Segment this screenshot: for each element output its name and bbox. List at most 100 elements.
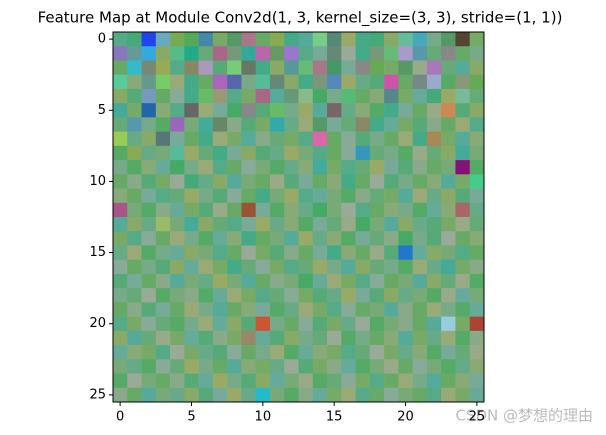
- pixel: [269, 174, 285, 189]
- pixel: [127, 174, 142, 189]
- pixel: [398, 117, 413, 132]
- pixel: [241, 273, 256, 289]
- pixel: [284, 231, 299, 246]
- pixel: [227, 103, 242, 118]
- pixel: [384, 46, 399, 61]
- pixel: [127, 330, 142, 346]
- pixel: [369, 188, 385, 204]
- pixel: [384, 202, 399, 218]
- pixel: [369, 160, 385, 175]
- pixel: [184, 373, 199, 389]
- pixel: [369, 32, 385, 47]
- pixel: [412, 174, 428, 189]
- pixel: [384, 117, 399, 132]
- pixel: [141, 188, 157, 204]
- pixel: [184, 188, 199, 204]
- pixel: [184, 302, 199, 317]
- pixel: [469, 316, 485, 332]
- pixel: [398, 160, 413, 175]
- pixel: [469, 245, 485, 260]
- pixel: [298, 174, 314, 189]
- pixel: [284, 103, 299, 118]
- pixel: [269, 202, 285, 218]
- pixel: [127, 131, 142, 147]
- pixel: [384, 174, 399, 189]
- pixel: [141, 60, 157, 75]
- pixel: [426, 131, 442, 147]
- pixel: [255, 88, 271, 104]
- pixel: [384, 131, 399, 147]
- pixel: [255, 174, 271, 189]
- pixel: [227, 231, 242, 246]
- pixel: [341, 174, 356, 189]
- pixel: [341, 302, 356, 317]
- pixel: [127, 359, 142, 374]
- pixel: [170, 259, 185, 275]
- pixel: [327, 231, 342, 246]
- pixel: [426, 103, 442, 118]
- pixel: [312, 231, 328, 246]
- pixel: [327, 217, 342, 232]
- pixel: [312, 46, 328, 61]
- pixel: [426, 330, 442, 346]
- pixel: [355, 345, 371, 360]
- pixel: [298, 373, 314, 389]
- pixel: [155, 245, 171, 260]
- pixel: [369, 60, 385, 75]
- pixel: [469, 103, 485, 118]
- pixel: [170, 359, 185, 374]
- pixel: [441, 145, 456, 161]
- pixel: [170, 60, 185, 75]
- pixel: [170, 345, 185, 360]
- pixel: [298, 217, 314, 232]
- pixel: [284, 330, 299, 346]
- pixel: [198, 103, 214, 118]
- pixel: [269, 231, 285, 246]
- pixel: [113, 117, 128, 132]
- pixel: [198, 202, 214, 218]
- pixel: [212, 316, 228, 332]
- pixel: [212, 273, 228, 289]
- pixel: [113, 231, 128, 246]
- pixel: [284, 131, 299, 147]
- pixel: [355, 74, 371, 90]
- pixel: [426, 217, 442, 232]
- y-tick-label: 10: [89, 174, 106, 189]
- pixel: [384, 330, 399, 346]
- pixel: [269, 316, 285, 332]
- pixel: [369, 88, 385, 104]
- pixel: [426, 288, 442, 303]
- pixel: [384, 387, 399, 403]
- pixel: [141, 88, 157, 104]
- pixel: [398, 46, 413, 61]
- pixel: [384, 145, 399, 161]
- pixel: [212, 32, 228, 47]
- pixel: [227, 316, 242, 332]
- pixel: [184, 131, 199, 147]
- pixel: [141, 145, 157, 161]
- pixel: [355, 288, 371, 303]
- pixel: [141, 217, 157, 232]
- pixel: [141, 32, 157, 47]
- pixel: [355, 188, 371, 204]
- pixel: [141, 373, 157, 389]
- pixel: [227, 387, 242, 403]
- pixel: [212, 117, 228, 132]
- pixel: [155, 330, 171, 346]
- pixel: [455, 202, 471, 218]
- pixel: [441, 345, 456, 360]
- pixel: [141, 131, 157, 147]
- pixel: [184, 103, 199, 118]
- pixel: [455, 273, 471, 289]
- pixel: [284, 373, 299, 389]
- pixel: [441, 288, 456, 303]
- pixel: [327, 74, 342, 90]
- pixel: [398, 245, 413, 260]
- pixel: [441, 174, 456, 189]
- pixel: [327, 202, 342, 218]
- pixel: [212, 74, 228, 90]
- pixel: [341, 117, 356, 132]
- pixel: [127, 217, 142, 232]
- pixel: [312, 259, 328, 275]
- pixel: [113, 103, 128, 118]
